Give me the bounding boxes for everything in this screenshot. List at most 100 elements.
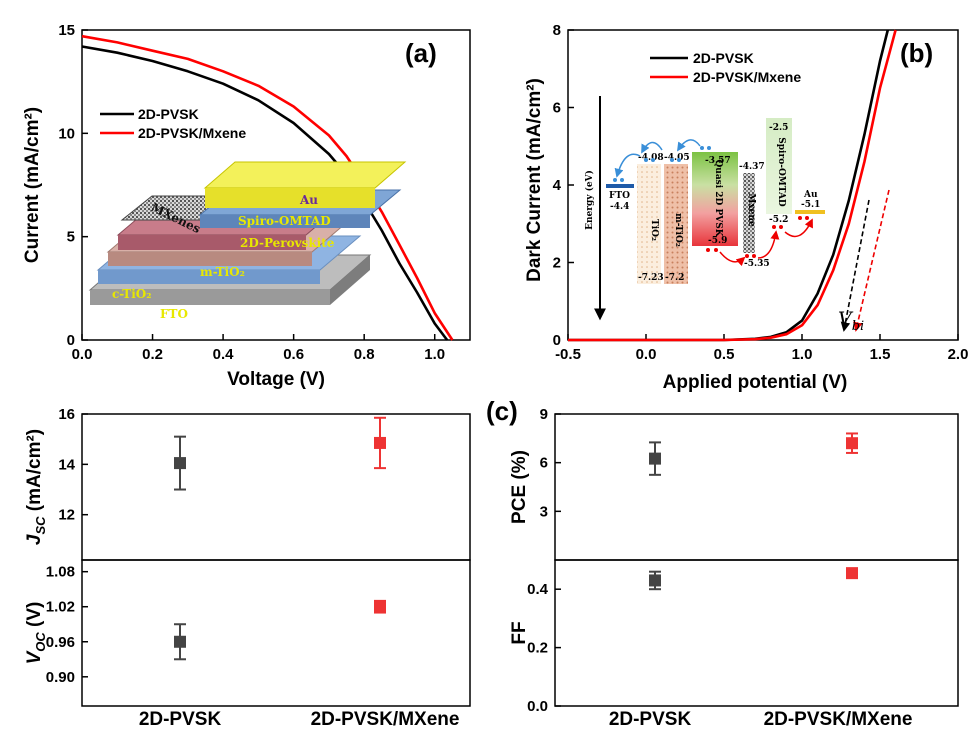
spiro-layer-front xyxy=(200,215,370,228)
au-band xyxy=(795,210,825,214)
panel-c: (c) 12 14 16 JSC (mA/cm²) 0.90 0.96 1.02 1.08 VO… xyxy=(24,396,959,730)
hole-dot xyxy=(772,225,776,229)
panel-a-legend: 2D-PVSK 2D-PVSK/Mxene xyxy=(100,106,246,141)
electron-dot xyxy=(707,146,711,150)
subplot-jsc-ytick-label: 12 xyxy=(58,507,75,524)
panel-b-xtick-label: 1.5 xyxy=(870,346,891,363)
vbi-annotation: Vbi xyxy=(838,308,864,334)
panel-b-ytick-label: 6 xyxy=(553,100,561,117)
panel-c-left-category-1: 2D-PVSK xyxy=(139,709,222,730)
hole-dot xyxy=(798,216,802,220)
subplot-jsc-frame xyxy=(81,413,471,561)
fto-band-value: -4.4 xyxy=(610,202,629,212)
subplot-voc-ytick-label: 0.96 xyxy=(46,634,75,651)
au-layer-front xyxy=(205,188,375,208)
electron-dot xyxy=(670,158,674,162)
electron-dot xyxy=(651,158,655,162)
spiro-band-lumo: -2.5 xyxy=(769,123,788,133)
fto-layer-front xyxy=(90,290,330,305)
panel-a-xtick-label: 0.2 xyxy=(142,346,163,363)
panel-a-xtick-label: 0.6 xyxy=(283,346,304,363)
subplot-pce-point xyxy=(846,437,858,450)
panel-a-xtick-label: 1.0 xyxy=(424,346,445,363)
panel-b-xtick-label: 2.0 xyxy=(948,346,969,363)
subplot-voc-frame xyxy=(81,559,471,707)
mxene-band xyxy=(743,173,755,253)
perovskite-band-name: Quasi 2D PVSK xyxy=(713,159,723,237)
panel-b-ytick-label: 2 xyxy=(553,255,561,272)
electron-transfer-arrow xyxy=(614,153,641,178)
subplot-ff-ytick-label: 0.0 xyxy=(527,698,548,715)
spiro-band xyxy=(766,118,792,214)
c-tio2-layer-front xyxy=(98,270,320,284)
panel-b: -0.5 0.0 0.5 1.0 1.5 2.0 0 2 4 6 8 Vbi (b) Applied… xyxy=(524,22,968,393)
subplot-jsc: 12 14 16 JSC (mA/cm²) xyxy=(24,406,471,561)
subplot-pce-ytick-label: 9 xyxy=(540,406,548,423)
m-tio2-band-name: m-TiO₂ xyxy=(673,213,683,247)
subplot-ff-ytick-label: 0.2 xyxy=(527,640,548,657)
m-tio2-layer-front xyxy=(108,252,312,266)
electron-dot xyxy=(613,178,617,182)
subplot-ff-frame xyxy=(554,559,959,707)
legend-label-2d-pvsk-mxene: 2D-PVSK/Mxene xyxy=(138,125,246,141)
electron-dot xyxy=(677,158,681,162)
tio2-band-name: TiO₂ xyxy=(649,219,659,241)
subplot-pce: 3 6 9 PCE (%) xyxy=(509,406,959,561)
hole-dot xyxy=(805,216,809,220)
fto-band xyxy=(606,184,634,188)
subplot-voc-point xyxy=(374,600,386,613)
m-tio2-band-homo: -7.2 xyxy=(665,273,684,283)
legend-label-2d-pvsk: 2D-PVSK xyxy=(138,106,199,122)
layer-label-au: Au xyxy=(299,193,318,207)
layer-label-spiro: Spiro-OMTAD xyxy=(238,214,331,228)
hole-transfer-arrow xyxy=(757,230,780,259)
hole-transfer-arrow xyxy=(784,218,813,238)
panel-a: 0.0 0.2 0.4 0.6 0.8 1.0 0 5 10 15 (a) Voltage (V)… xyxy=(22,22,471,390)
tio2-band-homo: -7.23 xyxy=(638,273,664,283)
mxene-band-top: -4.37 xyxy=(739,162,765,172)
device-stack-inset: FTO c-TiO₂ m-TiO₂ 2D-Perovskite MXenes S… xyxy=(88,161,407,321)
electron-transfer-arrow xyxy=(677,139,701,152)
panel-a-ytick-label: 5 xyxy=(67,229,75,246)
layer-label-perovskite: 2D-Perovskite xyxy=(240,236,335,250)
panel-b-series-2d-pvsk-mxene xyxy=(568,29,897,342)
mxene-band-name: Mxene xyxy=(746,193,756,227)
panel-b-label: (b) xyxy=(900,38,933,68)
panel-c-label: (c) xyxy=(486,396,518,426)
au-layer xyxy=(203,161,407,189)
electron-dot xyxy=(644,158,648,162)
energy-band-inset: Energy (eV) FTO -4.4 -4.08 TiO₂ -7.23 -4… xyxy=(584,96,825,321)
subplot-pce-frame xyxy=(554,413,959,561)
subplot-voc-ytick-label: 1.08 xyxy=(46,564,75,581)
perovskite-band xyxy=(692,152,738,246)
panel-b-legend: 2D-PVSK 2D-PVSK/Mxene xyxy=(650,50,801,85)
panel-a-frame xyxy=(81,29,471,341)
layer-label-m-tio2: m-TiO₂ xyxy=(200,265,245,279)
panel-a-ytick-label: 0 xyxy=(67,332,75,349)
tio2-band xyxy=(637,164,661,284)
panel-b-ytick-label: 8 xyxy=(553,22,561,39)
panel-a-ytick-label: 10 xyxy=(58,125,75,142)
panel-b-ytick-label: 0 xyxy=(553,332,561,349)
panel-b-xlabel: Applied potential (V) xyxy=(663,372,848,393)
subplot-voc-ylabel: VOC (V) xyxy=(24,602,48,665)
vbi-dashed-red xyxy=(853,189,890,332)
subplot-ff-ytick-label: 0.4 xyxy=(527,581,549,598)
subplot-jsc-point xyxy=(174,457,186,470)
subplot-ff-ylabel: FF xyxy=(509,621,530,644)
hole-dot xyxy=(714,248,718,252)
m-tio2-band-lumo: -4.05 xyxy=(664,153,690,163)
panel-b-xtick-label: 0.0 xyxy=(636,346,657,363)
mxene-band-bottom: -5.35 xyxy=(744,259,770,269)
subplot-jsc-ytick-label: 16 xyxy=(58,406,75,423)
hole-dot xyxy=(752,254,756,258)
subplot-pce-ytick-label: 3 xyxy=(540,503,548,520)
subplot-voc-point xyxy=(174,635,186,648)
au-band-label: Au xyxy=(803,190,818,200)
spiro-band-name: Spiro-OMTAD xyxy=(776,137,786,207)
subplot-pce-point xyxy=(649,452,661,465)
panel-a-ylabel: Current (mA/cm²) xyxy=(22,107,43,263)
panel-b-ytick-label: 4 xyxy=(553,177,562,194)
subplot-ff: 0.0 0.2 0.4 FF xyxy=(509,559,959,715)
subplot-voc: 0.90 0.96 1.02 1.08 VOC (V) xyxy=(24,559,471,707)
